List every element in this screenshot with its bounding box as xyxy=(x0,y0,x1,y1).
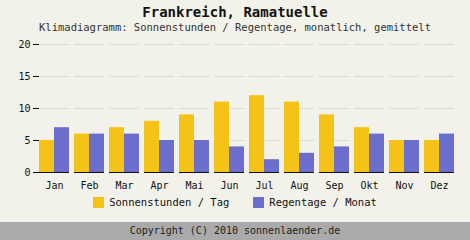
svg-text:15: 15 xyxy=(18,71,30,82)
svg-text:Dez: Dez xyxy=(430,180,448,191)
svg-text:Sep: Sep xyxy=(325,180,343,191)
svg-text:Mai: Mai xyxy=(185,180,203,191)
svg-text:Jul: Jul xyxy=(255,180,273,191)
svg-text:Jun: Jun xyxy=(220,180,238,191)
svg-text:Jan: Jan xyxy=(45,180,63,191)
svg-text:5: 5 xyxy=(24,135,30,146)
svg-text:10: 10 xyxy=(18,103,30,114)
svg-text:20: 20 xyxy=(18,39,30,50)
html-text:Regentage / Monat: Regentage / Monat xyxy=(269,196,377,208)
html-text:Frankreich, Ramatuelle: Frankreich, Ramatuelle xyxy=(142,4,328,20)
svg-text:Mar: Mar xyxy=(115,180,133,191)
svg-text:Aug: Aug xyxy=(290,180,308,191)
html-text:Copyright (C) 2010 sonnenlaend: Copyright (C) 2010 sonnenlaender.de xyxy=(129,225,341,236)
svg-text:Nov: Nov xyxy=(395,180,413,191)
svg-text:Apr: Apr xyxy=(150,180,168,191)
html-text:Klimadiagramm: Sonnenstunden /: Klimadiagramm: Sonnenstunden / Regentage… xyxy=(39,21,431,33)
html-text:Sonnenstunden / Tag: Sonnenstunden / Tag xyxy=(109,196,230,208)
svg-text:0: 0 xyxy=(24,167,30,178)
svg-text:Okt: Okt xyxy=(360,180,378,191)
svg-text:Feb: Feb xyxy=(80,180,98,191)
